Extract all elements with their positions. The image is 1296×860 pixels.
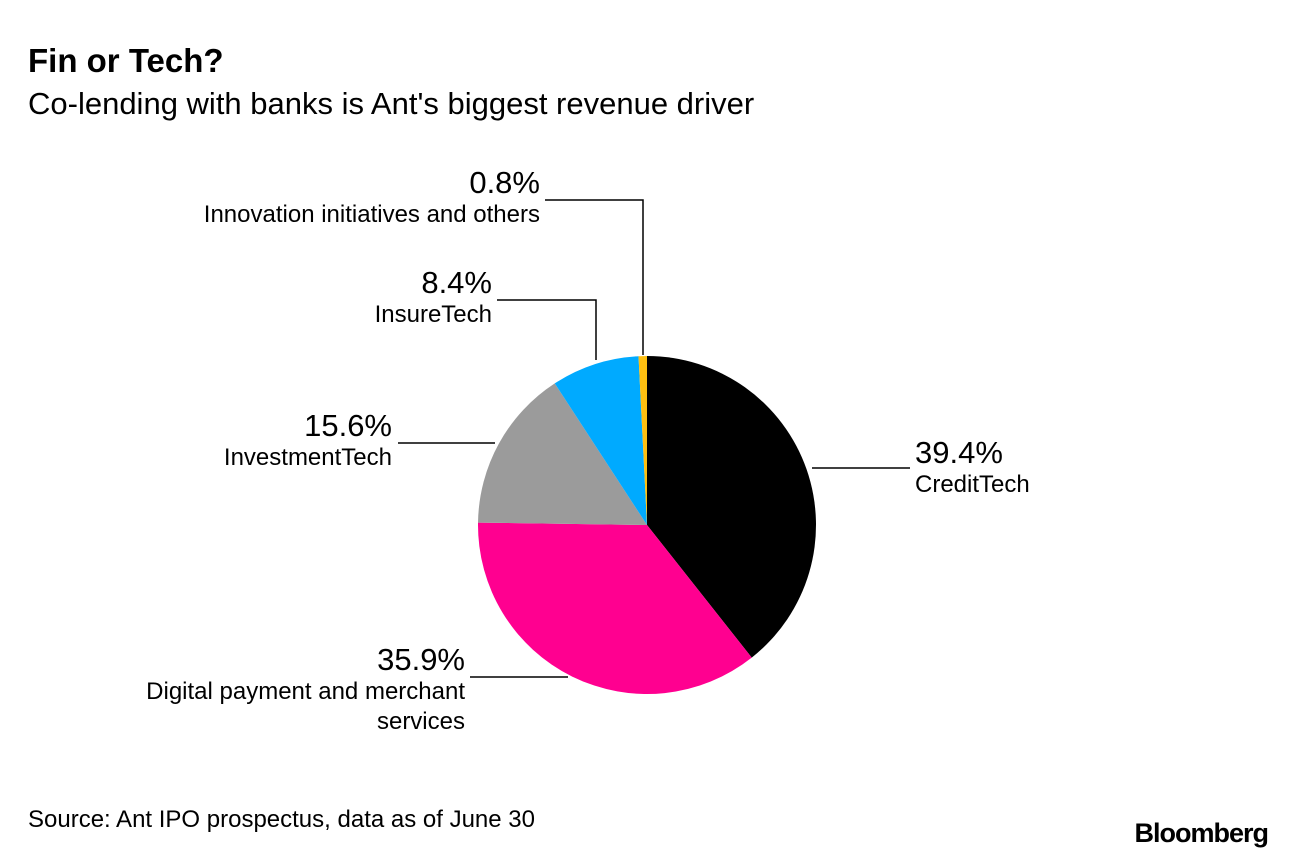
slice-value: 35.9% (377, 642, 465, 677)
slice-value: 39.4% (915, 435, 1003, 470)
pie-slice-investmenttech (478, 383, 647, 525)
slice-name: InvestmentTech (223, 444, 392, 471)
slice-name: Innovation initiatives and others (203, 201, 540, 228)
slice-name: InsureTech (374, 301, 492, 328)
pie-slice-innovation-initiatives-and-others (638, 356, 647, 525)
bloomberg-logo: Bloomberg (1134, 818, 1269, 848)
chart-subtitle: Co-lending with banks is Ant's biggest r… (28, 86, 755, 121)
pie-slice-insuretech (554, 356, 647, 525)
slice-label-investmenttech: 15.6% InvestmentTech (224, 409, 392, 473)
source-note: Source: Ant IPO prospectus, data as of J… (28, 806, 535, 833)
pie-slice-digital-payment-and-merchant-services (477, 522, 752, 694)
slice-value: 0.8% (469, 165, 540, 200)
leader-line-innovation (545, 199, 644, 355)
slice-value: 15.6% (304, 408, 392, 443)
chart-title: Fin or Tech? (28, 42, 224, 79)
slice-name: CreditTech (915, 471, 1030, 498)
slice-label-digital-payment: 35.9% Digital payment and merchant servi… (85, 643, 465, 737)
slice-label-innovation: 0.8% Innovation initiatives and others (204, 166, 540, 230)
slice-label-insuretech: 8.4% InsureTech (375, 266, 492, 330)
slice-value: 8.4% (421, 265, 492, 300)
leader-line-insuretech (497, 299, 597, 360)
slice-name: Digital payment and merchant services (146, 678, 465, 735)
slice-label-credittech: 39.4% CreditTech (915, 436, 1030, 500)
pie-slice-credittech (647, 356, 817, 658)
